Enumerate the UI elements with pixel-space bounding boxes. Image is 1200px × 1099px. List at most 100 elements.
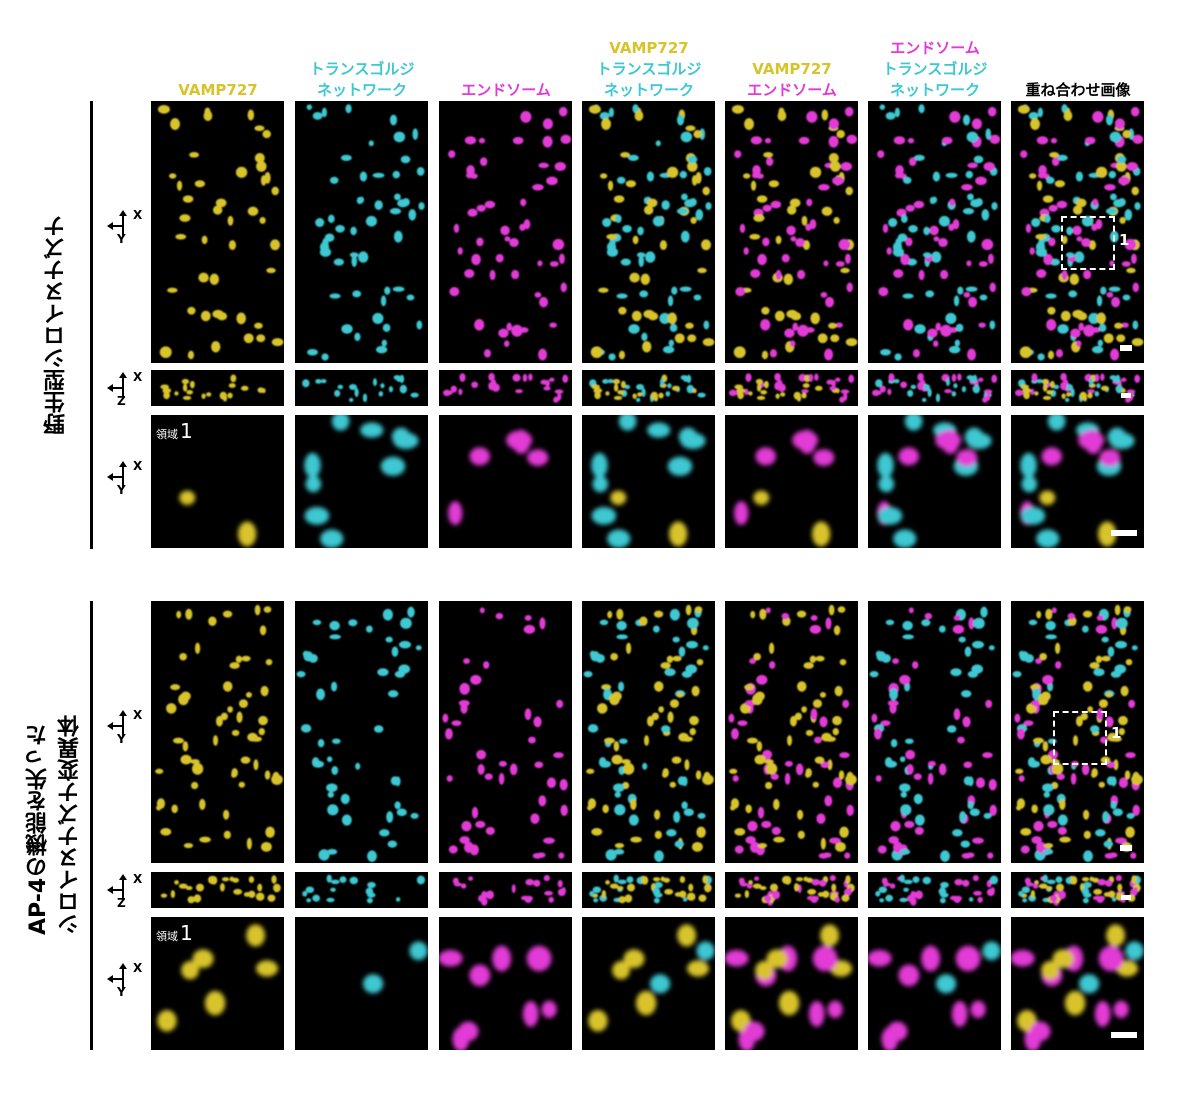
fluorescent-puncta	[679, 876, 686, 883]
fluorescent-puncta	[613, 741, 620, 752]
fluorescent-puncta	[415, 645, 422, 651]
fluorescent-puncta	[223, 809, 230, 820]
fluorescent-puncta	[453, 882, 462, 887]
fluorescent-puncta	[1126, 812, 1135, 819]
microscopy-panel	[151, 370, 284, 406]
fluorescent-puncta	[199, 836, 211, 843]
fluorescent-puncta	[978, 261, 988, 267]
fluorescent-puncta	[1061, 393, 1066, 399]
fluorescent-puncta	[1030, 890, 1036, 899]
axis-label-vertical: Y	[117, 232, 126, 246]
fluorescent-puncta	[241, 655, 251, 662]
fluorescent-puncta	[954, 339, 961, 347]
fluorescent-puncta	[382, 608, 393, 621]
fluorescent-puncta	[380, 295, 387, 307]
fluorescent-puncta	[627, 154, 639, 161]
microscopy-panel	[868, 601, 1001, 863]
fluorescent-puncta	[523, 219, 531, 230]
fluorescent-puncta	[265, 658, 273, 666]
fluorescent-puncta	[552, 238, 565, 251]
fluorescent-puncta	[952, 624, 965, 634]
fluorescent-puncta	[228, 383, 236, 388]
fluorescent-puncta	[259, 625, 267, 636]
column-header-line: VAMP727	[609, 39, 689, 57]
fluorescent-puncta	[1128, 699, 1136, 709]
fluorescent-puncta	[195, 883, 205, 892]
fluorescent-puncta	[457, 247, 463, 255]
fluorescent-puncta	[1131, 253, 1137, 264]
fluorescent-puncta	[746, 883, 753, 889]
fluorescent-puncta	[1121, 377, 1127, 382]
fluorescent-puncta	[1047, 415, 1066, 431]
fluorescent-puncta	[1080, 712, 1088, 721]
fluorescent-puncta	[1109, 432, 1135, 450]
fluorescent-puncta	[818, 852, 829, 859]
fluorescent-puncta	[905, 237, 913, 247]
fluorescent-puncta	[1063, 110, 1073, 122]
fluorescent-puncta	[385, 636, 393, 643]
fluorescent-puncta	[548, 896, 554, 903]
fluorescent-puncta	[654, 809, 661, 820]
fluorescent-puncta	[831, 883, 837, 892]
fluorescent-puncta	[479, 157, 488, 166]
fluorescent-puncta	[1124, 238, 1137, 251]
fluorescent-puncta	[902, 176, 912, 184]
fluorescent-puncta	[273, 883, 281, 893]
fluorescent-puncta	[1089, 662, 1100, 669]
fluorescent-puncta	[464, 269, 475, 278]
fluorescent-puncta	[618, 681, 625, 692]
fluorescent-puncta	[453, 223, 460, 233]
fluorescent-puncta	[1131, 338, 1144, 347]
fluorescent-puncta	[459, 373, 466, 382]
fluorescent-puncta	[321, 107, 327, 118]
fluorescent-puncta	[532, 852, 543, 859]
fluorescent-puncta	[349, 252, 359, 258]
fluorescent-puncta	[1023, 720, 1034, 726]
fluorescent-puncta	[674, 333, 685, 344]
fluorescent-puncta	[660, 876, 666, 882]
fluorescent-puncta	[238, 521, 257, 547]
fluorescent-puncta	[223, 681, 233, 692]
fluorescent-puncta	[449, 286, 460, 297]
fluorescent-puncta	[387, 840, 398, 848]
fluorescent-puncta	[953, 708, 961, 721]
fluorescent-puncta	[476, 204, 486, 212]
fluorescent-puncta	[1078, 322, 1085, 331]
fluorescent-puncta	[270, 239, 280, 251]
fluorescent-puncta	[557, 392, 562, 401]
fluorescent-puncta	[680, 432, 706, 450]
fluorescent-puncta	[586, 768, 595, 774]
fluorescent-puncta	[400, 155, 411, 164]
fluorescent-puncta	[958, 636, 966, 643]
fluorescent-puncta	[734, 845, 744, 854]
fluorescent-puncta	[839, 658, 847, 666]
fluorescent-puncta	[755, 447, 776, 466]
fluorescent-puncta	[1047, 820, 1058, 829]
fluorescent-puncta	[181, 378, 190, 385]
fluorescent-puncta	[933, 236, 940, 242]
fluorescent-puncta	[1031, 836, 1042, 844]
fluorescent-puncta	[1021, 286, 1032, 297]
fluorescent-puncta	[932, 340, 939, 348]
fluorescent-puncta	[618, 415, 637, 431]
fluorescent-puncta	[1088, 378, 1093, 387]
fluorescent-puncta	[254, 153, 265, 163]
fluorescent-puncta	[1105, 691, 1113, 698]
fluorescent-puncta	[524, 708, 532, 721]
fluorescent-puncta	[745, 373, 752, 382]
fluorescent-puncta	[181, 961, 200, 980]
fluorescent-puncta	[877, 452, 894, 478]
fluorescent-puncta	[266, 267, 276, 274]
column-header-line: トランスゴルジ	[596, 60, 702, 78]
fluorescent-puncta	[816, 813, 826, 824]
fluorescent-puncta	[1113, 759, 1119, 771]
fluorescent-puncta	[1020, 384, 1029, 390]
fluorescent-puncta	[846, 134, 858, 145]
fluorescent-puncta	[835, 377, 841, 382]
fluorescent-puncta	[613, 383, 619, 392]
fluorescent-puncta	[913, 200, 925, 209]
fluorescent-puncta	[674, 840, 685, 848]
fluorescent-puncta	[503, 340, 510, 348]
fluorescent-puncta	[686, 640, 699, 649]
fluorescent-puncta	[966, 260, 972, 267]
